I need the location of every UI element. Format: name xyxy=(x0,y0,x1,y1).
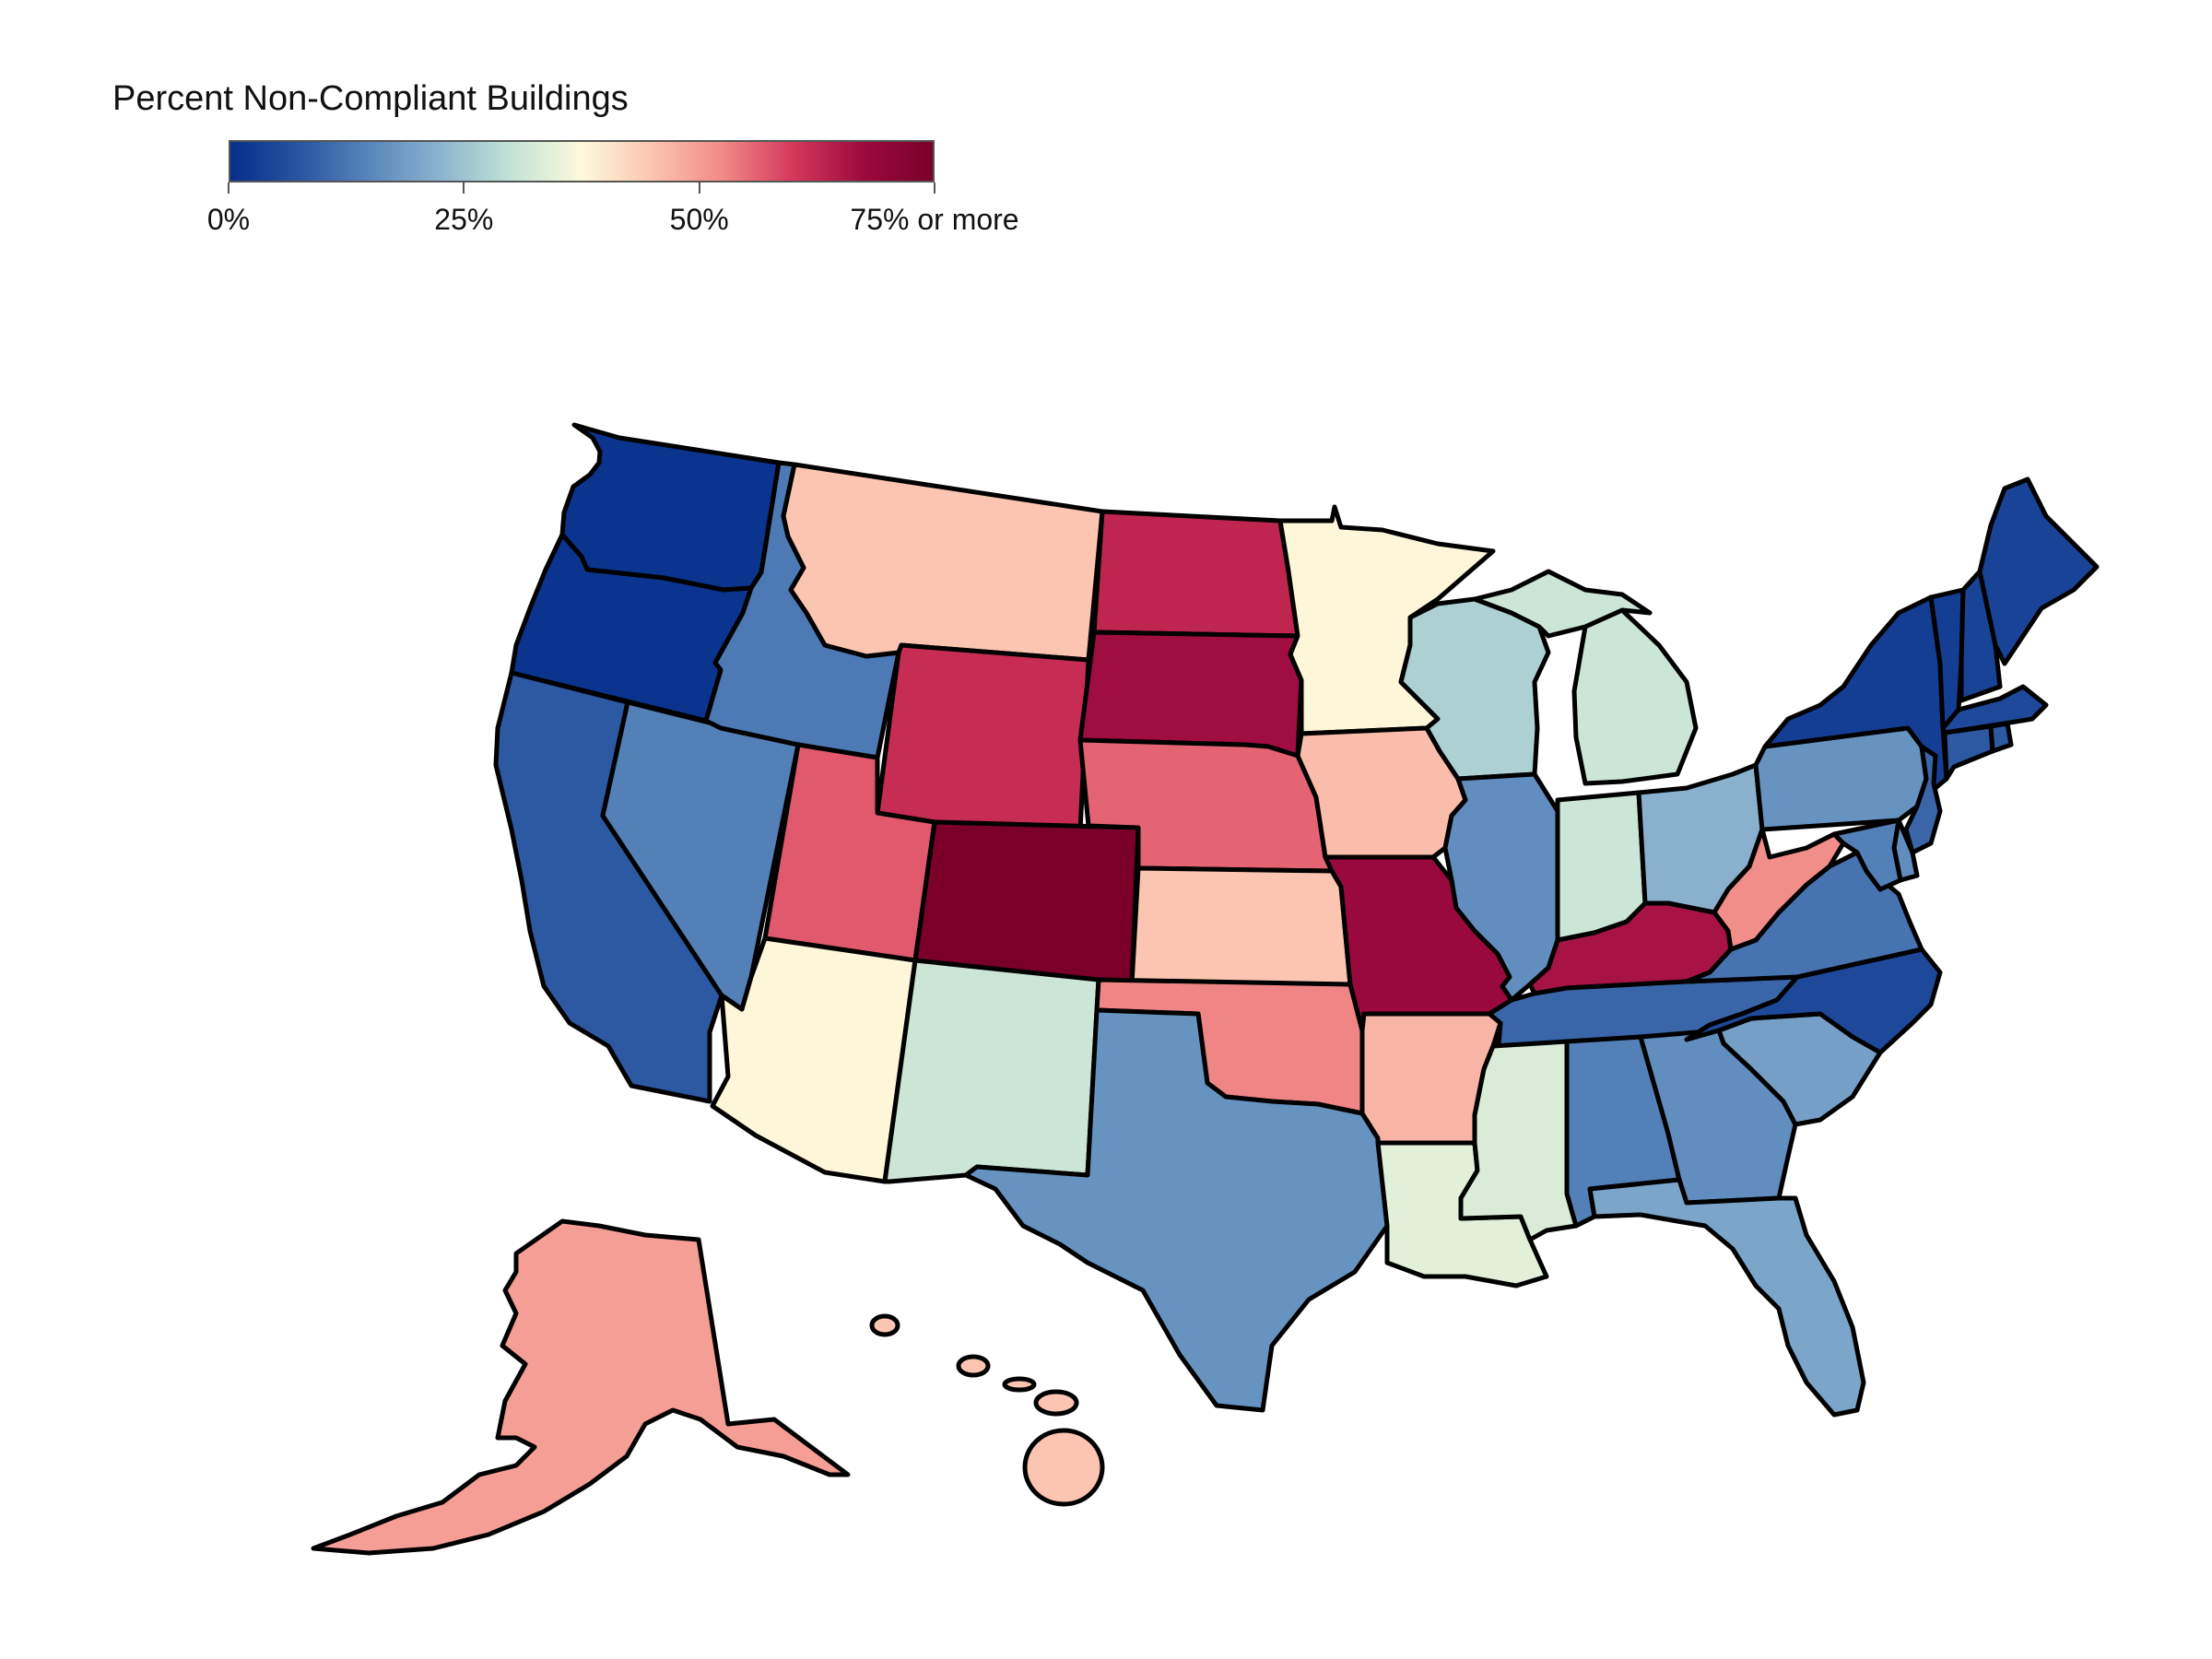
hawaii-molokai[interactable] xyxy=(1002,1376,1037,1393)
legend-colorbar xyxy=(229,140,935,182)
state-sd[interactable] xyxy=(1077,629,1304,759)
state-fl[interactable] xyxy=(1587,1177,1866,1418)
legend-tick-mark xyxy=(934,182,935,194)
legend-tick-label: 50% xyxy=(669,203,729,236)
hawaii-oahu[interactable] xyxy=(956,1354,991,1378)
legend-tick-mark xyxy=(698,182,700,194)
state-wa[interactable] xyxy=(559,422,782,593)
state-ks[interactable] xyxy=(1129,865,1353,987)
state-mi[interactable] xyxy=(1571,607,1699,786)
state-nj[interactable] xyxy=(1903,744,1943,855)
legend-title: Percent Non-Compliant Buildings xyxy=(112,79,629,118)
state-nd[interactable] xyxy=(1091,509,1300,639)
state-wv[interactable] xyxy=(1712,827,1846,952)
legend-tick-label: 0% xyxy=(206,203,251,236)
state-ak[interactable] xyxy=(311,1218,851,1556)
state-co[interactable] xyxy=(912,819,1141,987)
legend-tick-label: 25% xyxy=(434,203,494,236)
state-md[interactable] xyxy=(1831,818,1903,892)
state-ct[interactable] xyxy=(1942,724,1995,782)
state-ri[interactable] xyxy=(1988,721,2014,754)
state-nc[interactable] xyxy=(1684,947,1943,1055)
legend-tick-label: 75% or more xyxy=(850,203,1019,236)
state-wy[interactable] xyxy=(875,642,1091,834)
hawaii-kauai[interactable] xyxy=(869,1313,900,1337)
legend-tick-mark xyxy=(463,182,465,194)
hawaii xyxy=(869,1313,1105,1507)
state-nm[interactable] xyxy=(882,958,1101,1184)
state-mt[interactable] xyxy=(781,462,1105,663)
state-me[interactable] xyxy=(1977,477,2100,666)
legend-tick-mark xyxy=(228,182,229,194)
state-mi-upper[interactable] xyxy=(1472,569,1653,639)
hawaii-maui[interactable] xyxy=(1033,1389,1079,1417)
hawaii-big-island[interactable] xyxy=(1022,1428,1105,1507)
state-tx[interactable] xyxy=(963,1007,1390,1413)
